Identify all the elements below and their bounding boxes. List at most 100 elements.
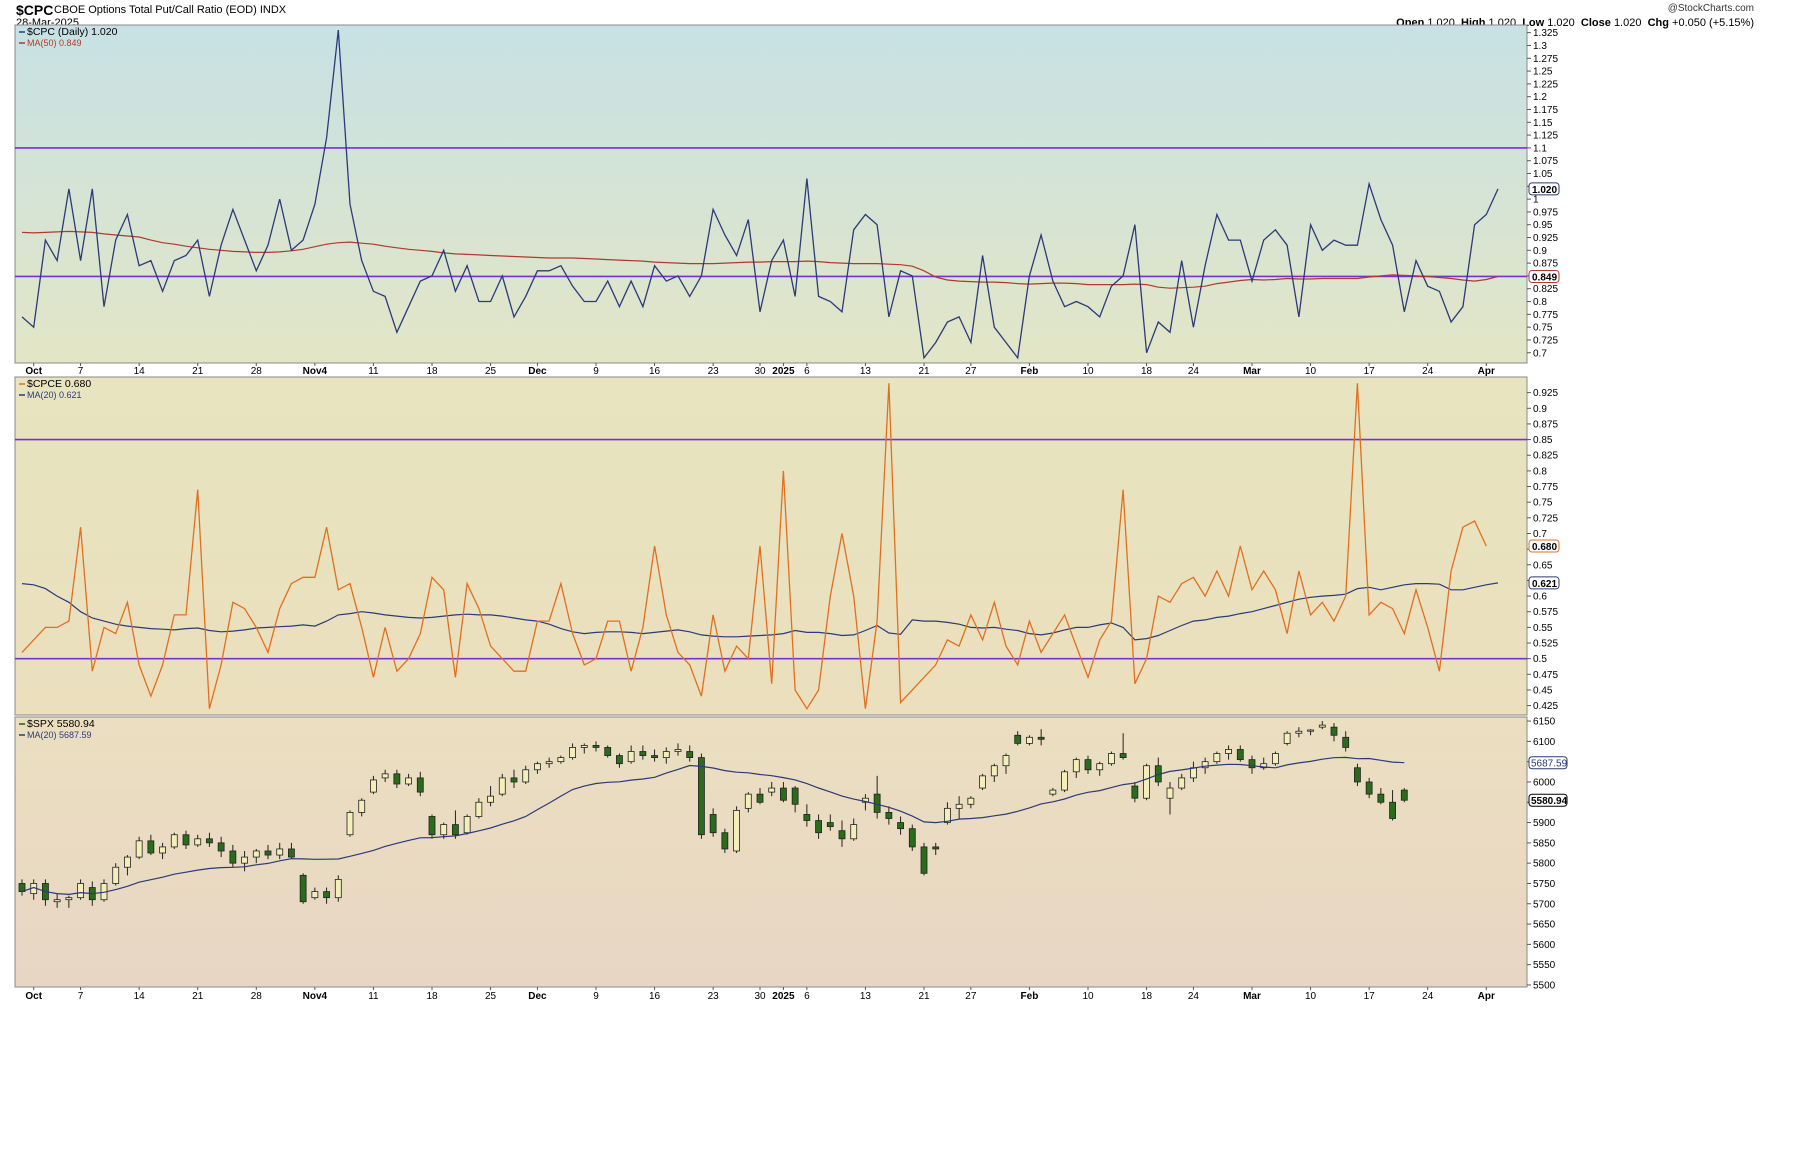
candle-body — [1131, 785, 1139, 799]
title-text: CBOE Options Total Put/Call Ratio (EOD) — [54, 4, 257, 16]
y-tick-label: 5850 — [1533, 838, 1556, 849]
candle-body — [698, 757, 705, 836]
close-value: 1.020 — [1613, 17, 1642, 29]
y-tick-label: 0.5 — [1533, 654, 1547, 665]
last-value-box — [1528, 539, 1560, 553]
y-tick-label: 6150 — [1533, 717, 1556, 728]
x-tick-label: 21 — [918, 991, 930, 1002]
candle-body — [862, 797, 869, 803]
last-value-label: 5580.94 — [1531, 796, 1568, 807]
candle-body — [1272, 753, 1279, 765]
panel-1: 0.70.7250.750.7750.80.8250.850.8750.90.9… — [14, 24, 1560, 377]
candle-body — [475, 801, 483, 817]
panel-background — [14, 24, 1528, 364]
candle-body — [885, 812, 893, 819]
candle-body — [768, 787, 776, 793]
x-tick-label: 7 — [78, 991, 84, 1002]
y-tick-label: 5700 — [1533, 899, 1556, 910]
candle-body — [1365, 781, 1373, 795]
candle-body — [393, 773, 401, 785]
candle-body — [897, 822, 904, 830]
candle-body — [53, 899, 61, 903]
y-tick-label: 5650 — [1533, 920, 1556, 931]
y-tick-label: 0.95 — [1533, 220, 1553, 231]
candle-body — [1026, 736, 1033, 744]
x-tick-label: 17 — [1364, 366, 1376, 377]
x-tick-label: 30 — [754, 366, 766, 377]
series-line-ma-20 — [21, 756, 1405, 896]
x-tick-label: 10 — [1305, 991, 1317, 1002]
x-tick-label: 21 — [192, 991, 204, 1002]
candle-body — [182, 834, 190, 846]
candle-body — [838, 830, 846, 840]
candle-body — [557, 757, 565, 763]
candle-body — [428, 816, 436, 836]
candle-body — [651, 755, 658, 759]
candle-body — [604, 747, 612, 756]
x-tick-label: 10 — [1082, 991, 1094, 1002]
y-tick-label: 5600 — [1533, 940, 1556, 951]
legend-entry: MA(50) 0.849 — [27, 38, 82, 48]
y-tick-label: 0.725 — [1533, 513, 1558, 524]
candle-body — [252, 850, 260, 858]
x-tick-label: 27 — [965, 991, 977, 1002]
candle-body — [803, 814, 811, 821]
x-tick-label: 24 — [1188, 366, 1200, 377]
y-tick-label: 0.725 — [1533, 335, 1558, 346]
candle-body — [674, 749, 682, 752]
candle-body — [1400, 789, 1408, 801]
x-tick-label: 23 — [708, 991, 720, 1002]
y-tick-label: 0.6 — [1533, 592, 1547, 603]
candle-body — [381, 773, 389, 779]
candle-body — [967, 797, 975, 805]
last-value-box — [1528, 756, 1568, 770]
y-tick-label: 5500 — [1533, 980, 1556, 991]
x-tick-label: Oct — [25, 991, 42, 1002]
candle-body — [147, 840, 155, 854]
candle-body — [662, 751, 670, 759]
y-tick-label: 1.325 — [1533, 28, 1558, 39]
candle-body — [498, 777, 506, 795]
candle-body — [1307, 729, 1314, 732]
candle-body — [1119, 753, 1127, 759]
credit: @StockCharts.com — [1667, 3, 1754, 14]
y-tick-label: 1.275 — [1533, 54, 1558, 65]
x-tick-label: 9 — [593, 366, 599, 377]
x-tick-label: 28 — [251, 366, 263, 377]
candle-body — [944, 807, 951, 823]
candle-body — [791, 787, 799, 805]
low-value: 1.020 — [1547, 17, 1575, 29]
panel-3: 5500555056005650570057505800585059005950… — [14, 716, 1568, 1002]
y-tick-label: 0.8 — [1533, 297, 1547, 308]
candle-body — [358, 799, 366, 813]
candle-body — [639, 751, 647, 756]
candle-body — [592, 745, 600, 748]
candle-body — [534, 763, 541, 771]
candle-body — [1084, 759, 1092, 771]
x-tick-label: 17 — [1364, 991, 1376, 1002]
candle-body — [346, 812, 354, 836]
candle-body — [510, 777, 518, 783]
candle-body — [487, 795, 494, 803]
y-tick-label: 0.525 — [1533, 639, 1558, 650]
close-label: Close — [1580, 17, 1611, 29]
candle-body — [323, 891, 330, 899]
candle-body — [721, 832, 729, 850]
x-tick-label: Apr — [1478, 366, 1495, 377]
candle-body — [955, 803, 963, 809]
candle-body — [1061, 771, 1068, 791]
x-tick-label: 21 — [918, 366, 930, 377]
low-label: Low — [1522, 17, 1545, 29]
x-tick-label: 16 — [649, 366, 661, 377]
x-tick-label: 24 — [1188, 991, 1200, 1002]
x-tick-label: 14 — [134, 991, 146, 1002]
candle-body — [1002, 755, 1010, 767]
x-tick-label: 18 — [1141, 991, 1153, 1002]
y-tick-label: 0.575 — [1533, 607, 1558, 618]
candle-body — [170, 834, 178, 848]
y-tick-label: 0.75 — [1533, 323, 1553, 334]
candle-body — [1330, 726, 1338, 736]
candle-body — [452, 824, 459, 836]
y-tick-label: 1.125 — [1533, 131, 1558, 142]
